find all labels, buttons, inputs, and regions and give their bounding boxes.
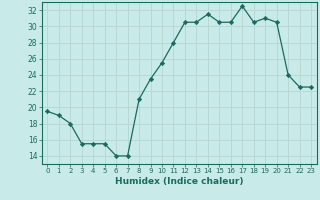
- X-axis label: Humidex (Indice chaleur): Humidex (Indice chaleur): [115, 177, 244, 186]
